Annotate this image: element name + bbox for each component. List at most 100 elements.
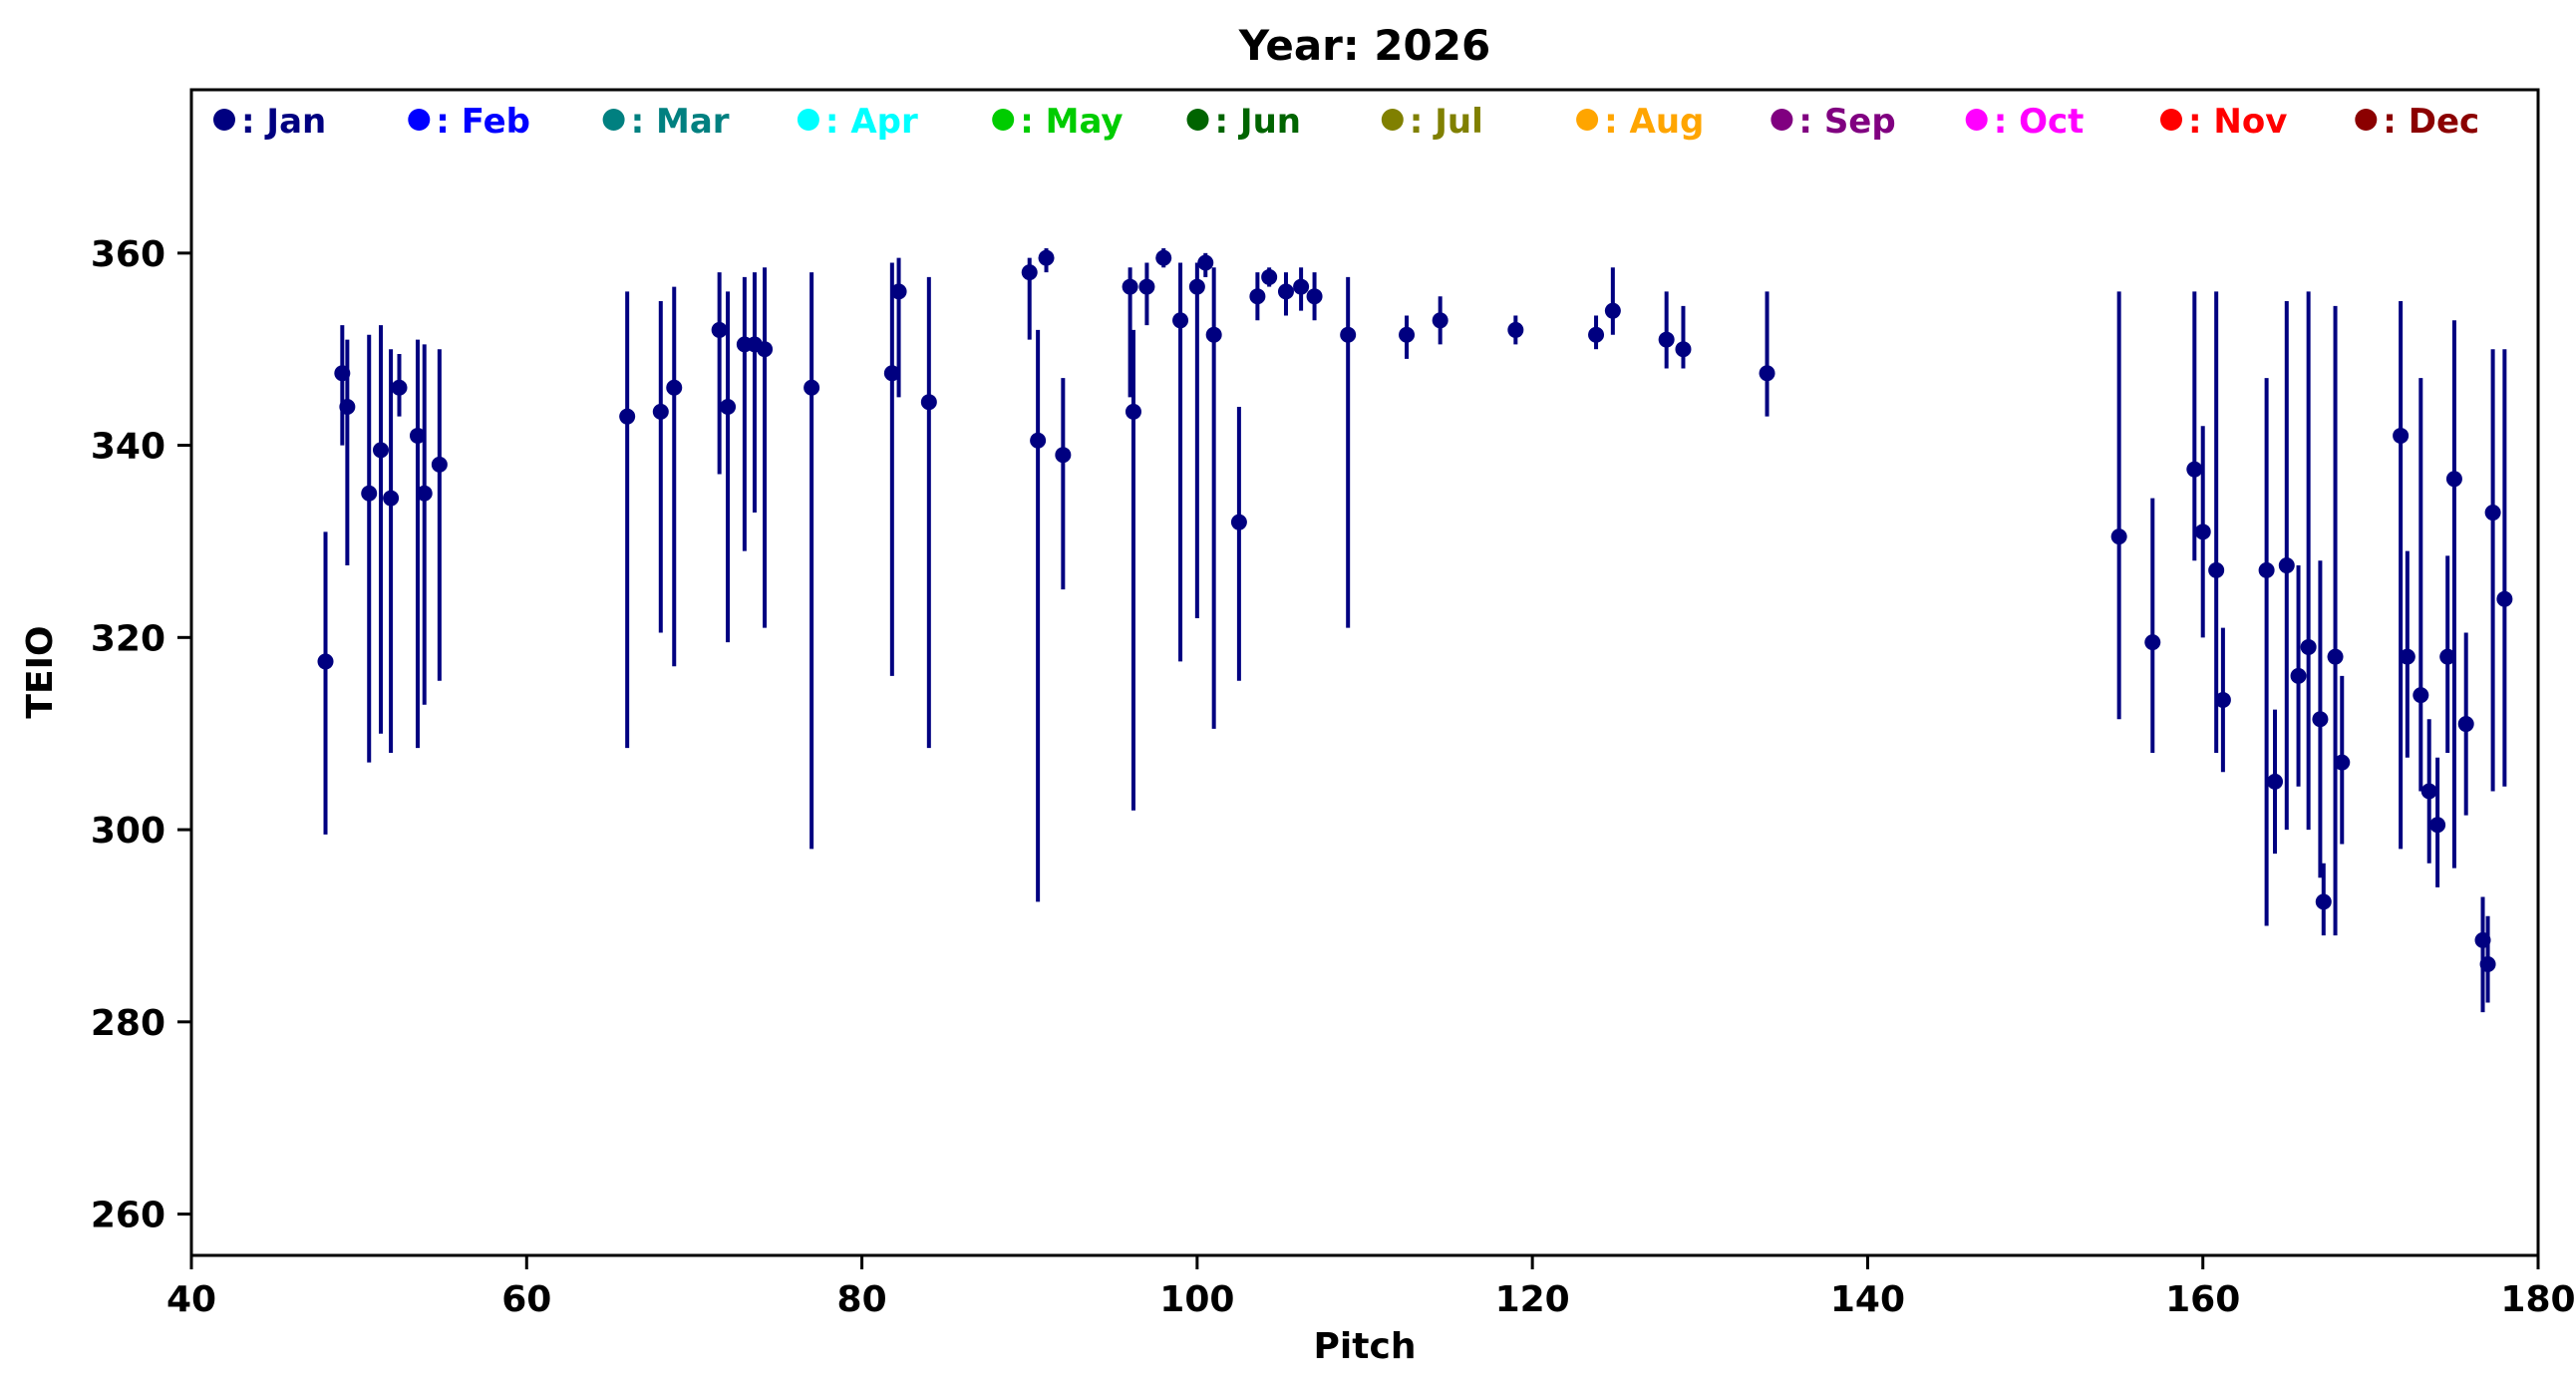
data-point (2445, 471, 2462, 488)
data-point (339, 399, 356, 416)
data-point (1021, 264, 1038, 281)
data-point (720, 399, 737, 416)
data-point (2439, 648, 2456, 665)
legend-label-sep: : Sep (1798, 102, 1895, 142)
data-point (1205, 326, 1222, 343)
data-point (2327, 648, 2344, 665)
legend-label-nov: : Nov (2188, 102, 2287, 142)
legend-swatch-nov-icon (2160, 109, 2182, 131)
data-point (2186, 461, 2203, 478)
data-point (1230, 514, 1247, 530)
y-tick-label: 300 (91, 811, 165, 852)
data-point (2267, 773, 2284, 790)
data-point (373, 442, 390, 459)
x-tick-label: 180 (2500, 1279, 2575, 1320)
y-axis-label: TEIO (20, 625, 61, 718)
x-tick-label: 140 (1830, 1279, 1905, 1320)
data-point (1293, 278, 1310, 295)
legend-swatch-oct-icon (1965, 109, 1988, 131)
data-point (2420, 783, 2437, 800)
legend-swatch-sep-icon (1771, 109, 1793, 131)
legend-label-apr: : Apr (825, 102, 918, 142)
legend-swatch-jun-icon (1186, 109, 1209, 131)
data-point (2300, 638, 2317, 655)
legend-label-aug: : Aug (1604, 102, 1704, 142)
data-point (1399, 326, 1416, 343)
data-point (391, 379, 408, 396)
data-point (416, 485, 433, 502)
series-points (317, 248, 2513, 1013)
data-point (317, 653, 334, 670)
data-point (2290, 667, 2307, 684)
data-point (1759, 365, 1775, 382)
data-point (2258, 561, 2275, 578)
data-point (2315, 893, 2332, 910)
y-tick-label: 340 (91, 427, 165, 468)
data-point (1261, 268, 1278, 285)
legend-swatch-aug-icon (1576, 109, 1599, 131)
data-point (1658, 331, 1675, 348)
legend-label-jun: : Jun (1215, 102, 1302, 142)
legend-label-mar: : Mar (631, 102, 730, 142)
chart-title: Year: 2026 (1238, 21, 1490, 70)
data-point (757, 341, 774, 358)
data-point (890, 283, 907, 300)
data-point (409, 427, 426, 444)
data-point (619, 408, 636, 425)
data-point (883, 365, 900, 382)
data-point (1030, 432, 1047, 449)
legend-label-feb: : Feb (436, 102, 530, 142)
plot-border (189, 88, 2540, 1257)
data-point (1675, 341, 1692, 358)
data-point (2214, 691, 2231, 708)
data-point (2457, 716, 2474, 733)
legend: : Jan: Feb: Mar: Apr: May: Jun: Jul: Aug… (213, 102, 2479, 142)
legend-swatch-jan-icon (213, 109, 235, 131)
data-point (1155, 249, 1172, 266)
data-point (2429, 817, 2446, 834)
y-tick-label: 260 (91, 1196, 165, 1236)
legend-label-dec: : Dec (2383, 102, 2479, 142)
data-point (1507, 321, 1524, 338)
data-point (383, 490, 400, 507)
data-point (1038, 249, 1055, 266)
data-point (2334, 754, 2351, 771)
data-point (1432, 312, 1449, 329)
data-point (2208, 561, 2225, 578)
legend-swatch-feb-icon (408, 109, 431, 131)
data-point (1306, 288, 1323, 305)
data-point (361, 485, 378, 502)
y-tick-label: 320 (91, 618, 165, 659)
x-tick-label: 120 (1495, 1279, 1570, 1320)
x-tick-label: 160 (2165, 1279, 2240, 1320)
data-point (666, 379, 683, 396)
data-point (1055, 447, 1072, 464)
legend-swatch-mar-icon (602, 109, 625, 131)
legend-swatch-may-icon (992, 109, 1015, 131)
legend-swatch-jul-icon (1381, 109, 1404, 131)
data-point (2312, 711, 2329, 728)
legend-swatch-dec-icon (2355, 109, 2378, 131)
data-point (2479, 955, 2496, 972)
data-point (1188, 278, 1205, 295)
legend-label-oct: : Oct (1994, 102, 2085, 142)
data-point (2144, 634, 2161, 651)
legend-swatch-apr-icon (797, 109, 819, 131)
x-tick-label: 60 (501, 1279, 551, 1320)
data-point (2194, 523, 2211, 540)
data-point (1588, 326, 1605, 343)
x-axis-label: Pitch (1314, 1326, 1417, 1367)
y-tick-label: 280 (91, 1003, 165, 1044)
data-point (804, 379, 820, 396)
data-point (1125, 403, 1141, 420)
data-point (1249, 288, 1266, 305)
data-point (2413, 687, 2429, 704)
data-point (1277, 283, 1294, 300)
data-point (1122, 278, 1138, 295)
x-tick-label: 40 (166, 1279, 216, 1320)
axes (189, 88, 2540, 1257)
data-point (1172, 312, 1189, 329)
data-point (2393, 427, 2410, 444)
legend-label-jul: : Jul (1410, 102, 1483, 142)
